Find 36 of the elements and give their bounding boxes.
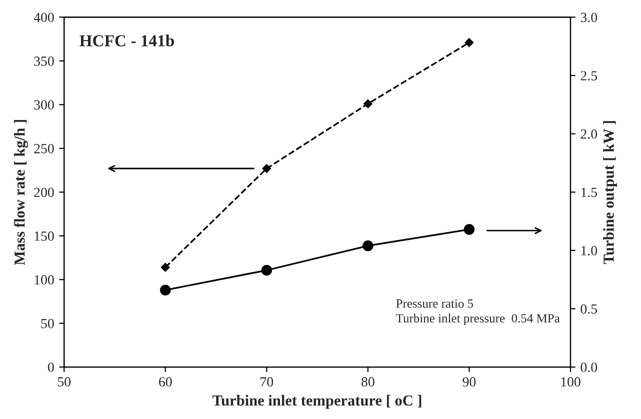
y2-tick-label: 1.0 bbox=[581, 246, 598, 256]
y-tick-label: 150 bbox=[34, 231, 54, 241]
point bbox=[362, 240, 374, 252]
x-tick-label: 100 bbox=[561, 377, 580, 387]
y-axis-title: Mass flow rate [ kg/h ] bbox=[14, 120, 28, 266]
y2-tick-label: 0.0 bbox=[580, 362, 598, 372]
y-tick-label: 0 bbox=[48, 362, 54, 372]
annotation: HCFC - 141b bbox=[80, 34, 174, 46]
x-tick-label: 80 bbox=[362, 377, 374, 387]
y2-tick-label: 3.0 bbox=[580, 12, 598, 22]
point bbox=[363, 99, 372, 108]
point bbox=[160, 262, 170, 272]
y2-tick-label: 2.5 bbox=[580, 71, 598, 81]
point bbox=[262, 164, 272, 173]
point bbox=[160, 284, 171, 296]
x-tick-label: 70 bbox=[260, 377, 274, 387]
x-tick-label: 50 bbox=[58, 377, 71, 387]
annotation: Turbine inlet pressure 0.54 MPa bbox=[396, 314, 560, 326]
y2-axis-title: Turbine output [ kW ] bbox=[603, 121, 617, 264]
point bbox=[464, 224, 475, 235]
y-tick-label: 400 bbox=[34, 12, 54, 22]
x-tick-label: 60 bbox=[159, 377, 172, 387]
y-tick-label: 300 bbox=[34, 100, 54, 110]
y2-tick-label: 1.5 bbox=[581, 188, 598, 198]
point bbox=[464, 38, 474, 47]
y-tick-label: 250 bbox=[34, 144, 54, 154]
y2-tick-label: 2.0 bbox=[580, 129, 598, 139]
point bbox=[261, 264, 272, 276]
y-tick-label: 200 bbox=[34, 188, 54, 198]
y-tick-label: 350 bbox=[34, 56, 54, 66]
x-axis-title: Turbine inlet temperature [ oC ] bbox=[212, 394, 422, 409]
y-tick-label: 50 bbox=[41, 318, 54, 328]
annotation: Pressure ratio 5 bbox=[396, 299, 474, 308]
x-tick-label: 90 bbox=[462, 377, 476, 387]
y2-tick-label: 0.5 bbox=[580, 304, 598, 314]
y-tick-label: 100 bbox=[34, 275, 54, 285]
